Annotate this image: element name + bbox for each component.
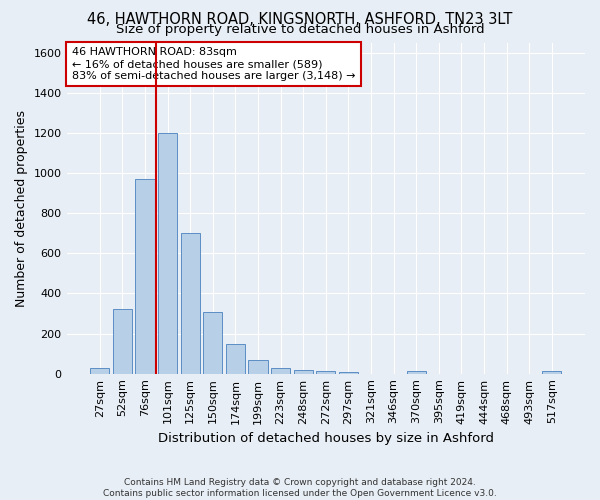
Text: 46, HAWTHORN ROAD, KINGSNORTH, ASHFORD, TN23 3LT: 46, HAWTHORN ROAD, KINGSNORTH, ASHFORD, … bbox=[88, 12, 512, 28]
Y-axis label: Number of detached properties: Number of detached properties bbox=[15, 110, 28, 306]
Bar bbox=[271, 368, 290, 374]
Bar bbox=[226, 344, 245, 374]
Bar bbox=[293, 370, 313, 374]
Bar bbox=[248, 360, 268, 374]
Bar bbox=[339, 372, 358, 374]
Text: 46 HAWTHORN ROAD: 83sqm
← 16% of detached houses are smaller (589)
83% of semi-d: 46 HAWTHORN ROAD: 83sqm ← 16% of detache… bbox=[72, 48, 355, 80]
Text: Contains HM Land Registry data © Crown copyright and database right 2024.
Contai: Contains HM Land Registry data © Crown c… bbox=[103, 478, 497, 498]
Bar bbox=[316, 370, 335, 374]
Bar bbox=[158, 133, 177, 374]
Bar bbox=[113, 310, 132, 374]
X-axis label: Distribution of detached houses by size in Ashford: Distribution of detached houses by size … bbox=[158, 432, 494, 445]
Bar bbox=[136, 179, 155, 374]
Bar bbox=[181, 233, 200, 374]
Bar bbox=[203, 312, 223, 374]
Text: Size of property relative to detached houses in Ashford: Size of property relative to detached ho… bbox=[116, 22, 484, 36]
Bar bbox=[542, 372, 562, 374]
Bar bbox=[90, 368, 109, 374]
Bar bbox=[407, 372, 426, 374]
